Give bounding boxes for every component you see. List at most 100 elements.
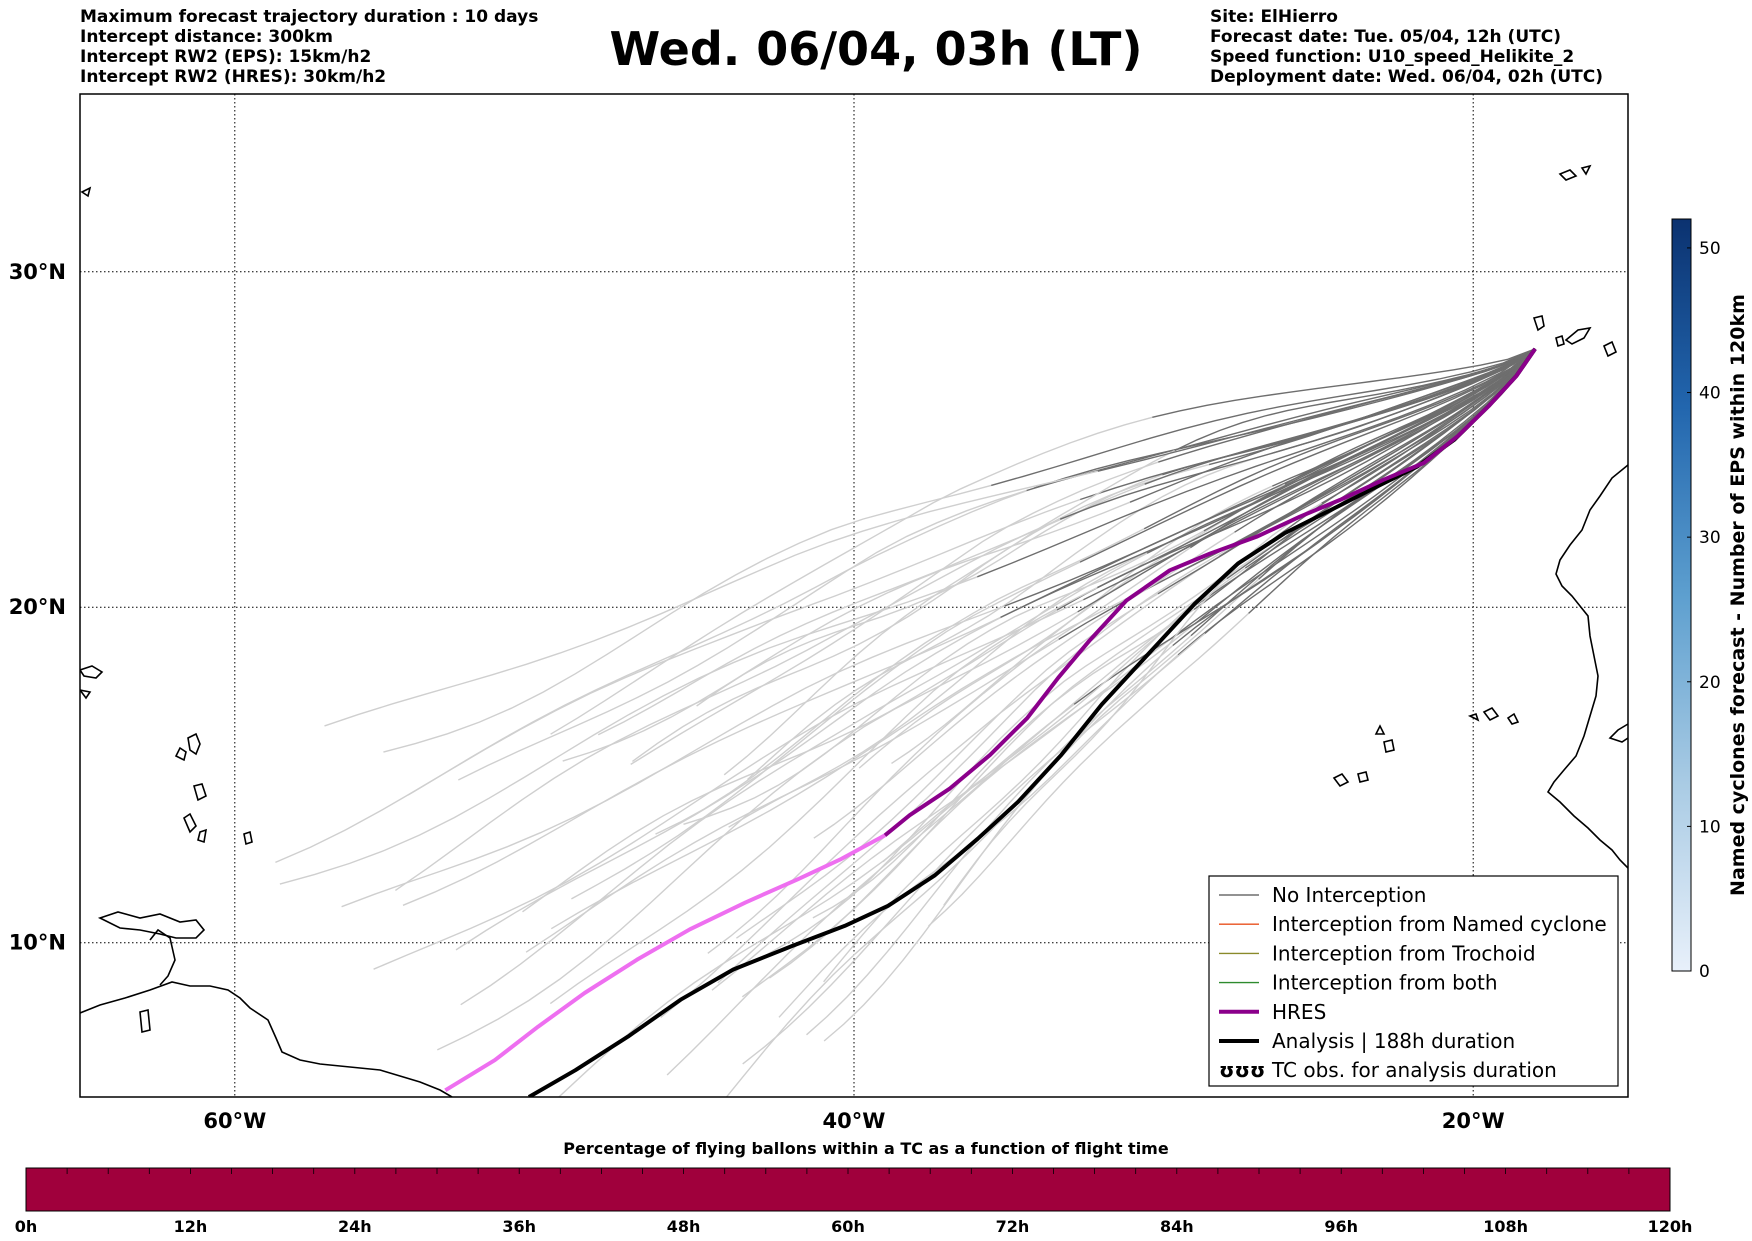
colorbar-tick-label: 10 bbox=[1699, 817, 1721, 837]
coast-cape-verde-7 bbox=[1374, 724, 1386, 735]
coast-cape-verde-3 bbox=[1467, 712, 1480, 722]
ensemble-track-late bbox=[460, 552, 1148, 1006]
coast-caribbean-islands-9 bbox=[80, 689, 92, 700]
ensemble-track-late bbox=[723, 449, 1176, 776]
coast-caribbean-islands-8 bbox=[80, 665, 104, 679]
coast-west-africa bbox=[1546, 464, 1628, 869]
hres-track-late bbox=[444, 833, 886, 1093]
legend-item-label: Analysis | 188h duration bbox=[1272, 1029, 1515, 1053]
header-intercept-eps: Intercept RW2 (EPS): 15km/h2 bbox=[80, 47, 372, 67]
colorbar-tick-label: 0 bbox=[1699, 962, 1710, 982]
coast-caribbean-islands-6 bbox=[243, 830, 253, 846]
legend-tc-symbol: ʊʊʊ bbox=[1219, 1058, 1265, 1082]
legend-box bbox=[1208, 875, 1619, 1087]
legend-item-label: Interception from Named cyclone bbox=[1272, 912, 1607, 936]
ensemble-track-early bbox=[1059, 348, 1536, 520]
map-frame bbox=[79, 93, 1629, 1098]
coast-caribbean-islands-5 bbox=[197, 828, 208, 844]
ensemble-track-late bbox=[383, 484, 992, 753]
coast-madeira-2 bbox=[1580, 164, 1592, 176]
time-bar-tick-label: 72h bbox=[996, 1217, 1030, 1236]
time-bar-tick-label: 108h bbox=[1483, 1217, 1528, 1236]
ensemble-track-late bbox=[457, 489, 1027, 781]
time-bar-tick-label: 12h bbox=[174, 1217, 208, 1236]
coast-venezuela-bay bbox=[149, 928, 176, 986]
coast-cape-verde-5 bbox=[1383, 739, 1395, 753]
legend-item-label: HRES bbox=[1272, 1000, 1326, 1024]
ensemble-tracks bbox=[275, 348, 1536, 1097]
coast-cape-verde-1 bbox=[1482, 706, 1500, 722]
lat-label: 30°N bbox=[9, 260, 66, 284]
ensemble-track-late bbox=[550, 416, 1153, 735]
ensemble-track-late bbox=[571, 561, 1081, 900]
ensemble-track-early bbox=[1004, 348, 1536, 607]
header-forecast-date: Forecast date: Tue. 05/04, 12h (UTC) bbox=[1210, 27, 1561, 47]
colorbar-tick-label: 20 bbox=[1699, 673, 1721, 693]
lon-label: 60°W bbox=[203, 1109, 266, 1133]
ensemble-track-early bbox=[1097, 348, 1536, 589]
ensemble-track-late bbox=[275, 498, 1081, 864]
ensemble-track-late bbox=[402, 616, 1001, 906]
legend-item-label: Interception from both bbox=[1272, 971, 1498, 995]
ensemble-track-late bbox=[660, 555, 1220, 1018]
ensemble-track-early bbox=[977, 348, 1536, 578]
ensemble-track-late bbox=[735, 593, 1159, 939]
header-intercept-hres: Intercept RW2 (HRES): 30km/h2 bbox=[80, 67, 387, 87]
coast-canary-2 bbox=[1564, 326, 1592, 345]
coast-caribbean-islands-4 bbox=[183, 812, 197, 834]
ensemble-track-late bbox=[455, 604, 1026, 951]
coast-caribbean-islands-2 bbox=[187, 732, 201, 756]
ensemble-track-late bbox=[395, 518, 1061, 891]
ensemble-track-late bbox=[728, 517, 1222, 828]
ensemble-track-early bbox=[1152, 348, 1536, 418]
lat-label: 10°N bbox=[9, 931, 66, 955]
ensemble-track-late bbox=[631, 463, 1210, 762]
lon-label: 40°W bbox=[823, 1109, 886, 1133]
colorbar-tick-label: 40 bbox=[1699, 384, 1721, 404]
time-bar-fill bbox=[25, 1167, 1671, 1212]
time-bar-title: Percentage of flying ballons within a TC… bbox=[563, 1139, 1169, 1158]
coast-caribbean-islands-7 bbox=[139, 1008, 151, 1034]
coast-madeira-1 bbox=[1558, 169, 1578, 181]
ensemble-track-early bbox=[1158, 348, 1536, 463]
time-bar-tick-label: 60h bbox=[831, 1217, 865, 1236]
header-right-info: Site: ElHierro Forecast date: Tue. 05/04… bbox=[1210, 7, 1603, 87]
ensemble-track-late bbox=[725, 644, 1174, 1097]
header-deployment-date: Deployment date: Wed. 06/04, 02h (UTC) bbox=[1210, 67, 1604, 87]
ensemble-track-late bbox=[747, 452, 1273, 781]
ensemble-track-early bbox=[1144, 348, 1536, 485]
coast-south-america bbox=[80, 981, 453, 1097]
ensemble-track-late bbox=[717, 541, 1241, 984]
legend-item-label: Interception from Trochoid bbox=[1272, 941, 1536, 965]
time-bar: Percentage of flying ballons within a TC… bbox=[15, 1139, 1693, 1236]
coast-caribbean-islands-10 bbox=[174, 746, 187, 762]
header-left-info: Maximum forecast trajectory duration : 1… bbox=[80, 7, 538, 87]
lat-label: 20°N bbox=[9, 595, 66, 619]
ensemble-track-early bbox=[1143, 348, 1536, 530]
time-bar-tick-label: 48h bbox=[667, 1217, 701, 1236]
colorbar-tick-label: 30 bbox=[1699, 528, 1721, 548]
coast-cape-verde-4 bbox=[1332, 772, 1350, 788]
ensemble-track-late bbox=[279, 576, 978, 885]
ensemble-track-late bbox=[562, 501, 1131, 762]
ensemble-track-early bbox=[1079, 348, 1536, 501]
coast-azores bbox=[80, 186, 92, 198]
coast-cape-verde-6 bbox=[1357, 771, 1369, 783]
ensemble-track-early bbox=[1234, 348, 1536, 533]
ensemble-track-early bbox=[1097, 348, 1536, 472]
ensemble-track-late bbox=[373, 599, 1084, 970]
time-bar-tick-label: 120h bbox=[1648, 1217, 1693, 1236]
ensemble-track-late bbox=[522, 609, 1058, 913]
hres-track bbox=[883, 347, 1537, 837]
ensemble-track-late bbox=[763, 566, 1236, 957]
ensemble-track-late bbox=[928, 612, 1250, 927]
ensemble-track-late bbox=[806, 635, 1192, 1036]
coast-caribbean-islands-1 bbox=[97, 911, 206, 939]
coast-canary-1 bbox=[1532, 315, 1545, 332]
page-title: Wed. 06/04, 03h (LT) bbox=[609, 22, 1143, 76]
time-bar-tick-label: 24h bbox=[338, 1217, 372, 1236]
ensemble-track-late bbox=[655, 528, 1145, 835]
ensemble-track-early bbox=[991, 348, 1536, 487]
ensemble-track-late bbox=[549, 586, 1098, 1005]
